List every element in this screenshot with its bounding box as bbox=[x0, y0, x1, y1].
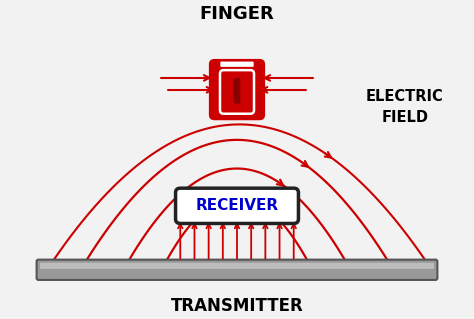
FancyBboxPatch shape bbox=[234, 78, 240, 104]
Text: ELECTRIC
FIELD: ELECTRIC FIELD bbox=[366, 89, 444, 124]
FancyBboxPatch shape bbox=[175, 188, 299, 224]
FancyBboxPatch shape bbox=[36, 260, 438, 280]
Text: FINGER: FINGER bbox=[200, 5, 274, 23]
Text: TRANSMITTER: TRANSMITTER bbox=[171, 297, 303, 315]
FancyBboxPatch shape bbox=[220, 70, 254, 114]
FancyBboxPatch shape bbox=[40, 263, 434, 269]
FancyBboxPatch shape bbox=[220, 62, 254, 67]
Text: RECEIVER: RECEIVER bbox=[195, 198, 279, 213]
FancyBboxPatch shape bbox=[209, 59, 265, 120]
